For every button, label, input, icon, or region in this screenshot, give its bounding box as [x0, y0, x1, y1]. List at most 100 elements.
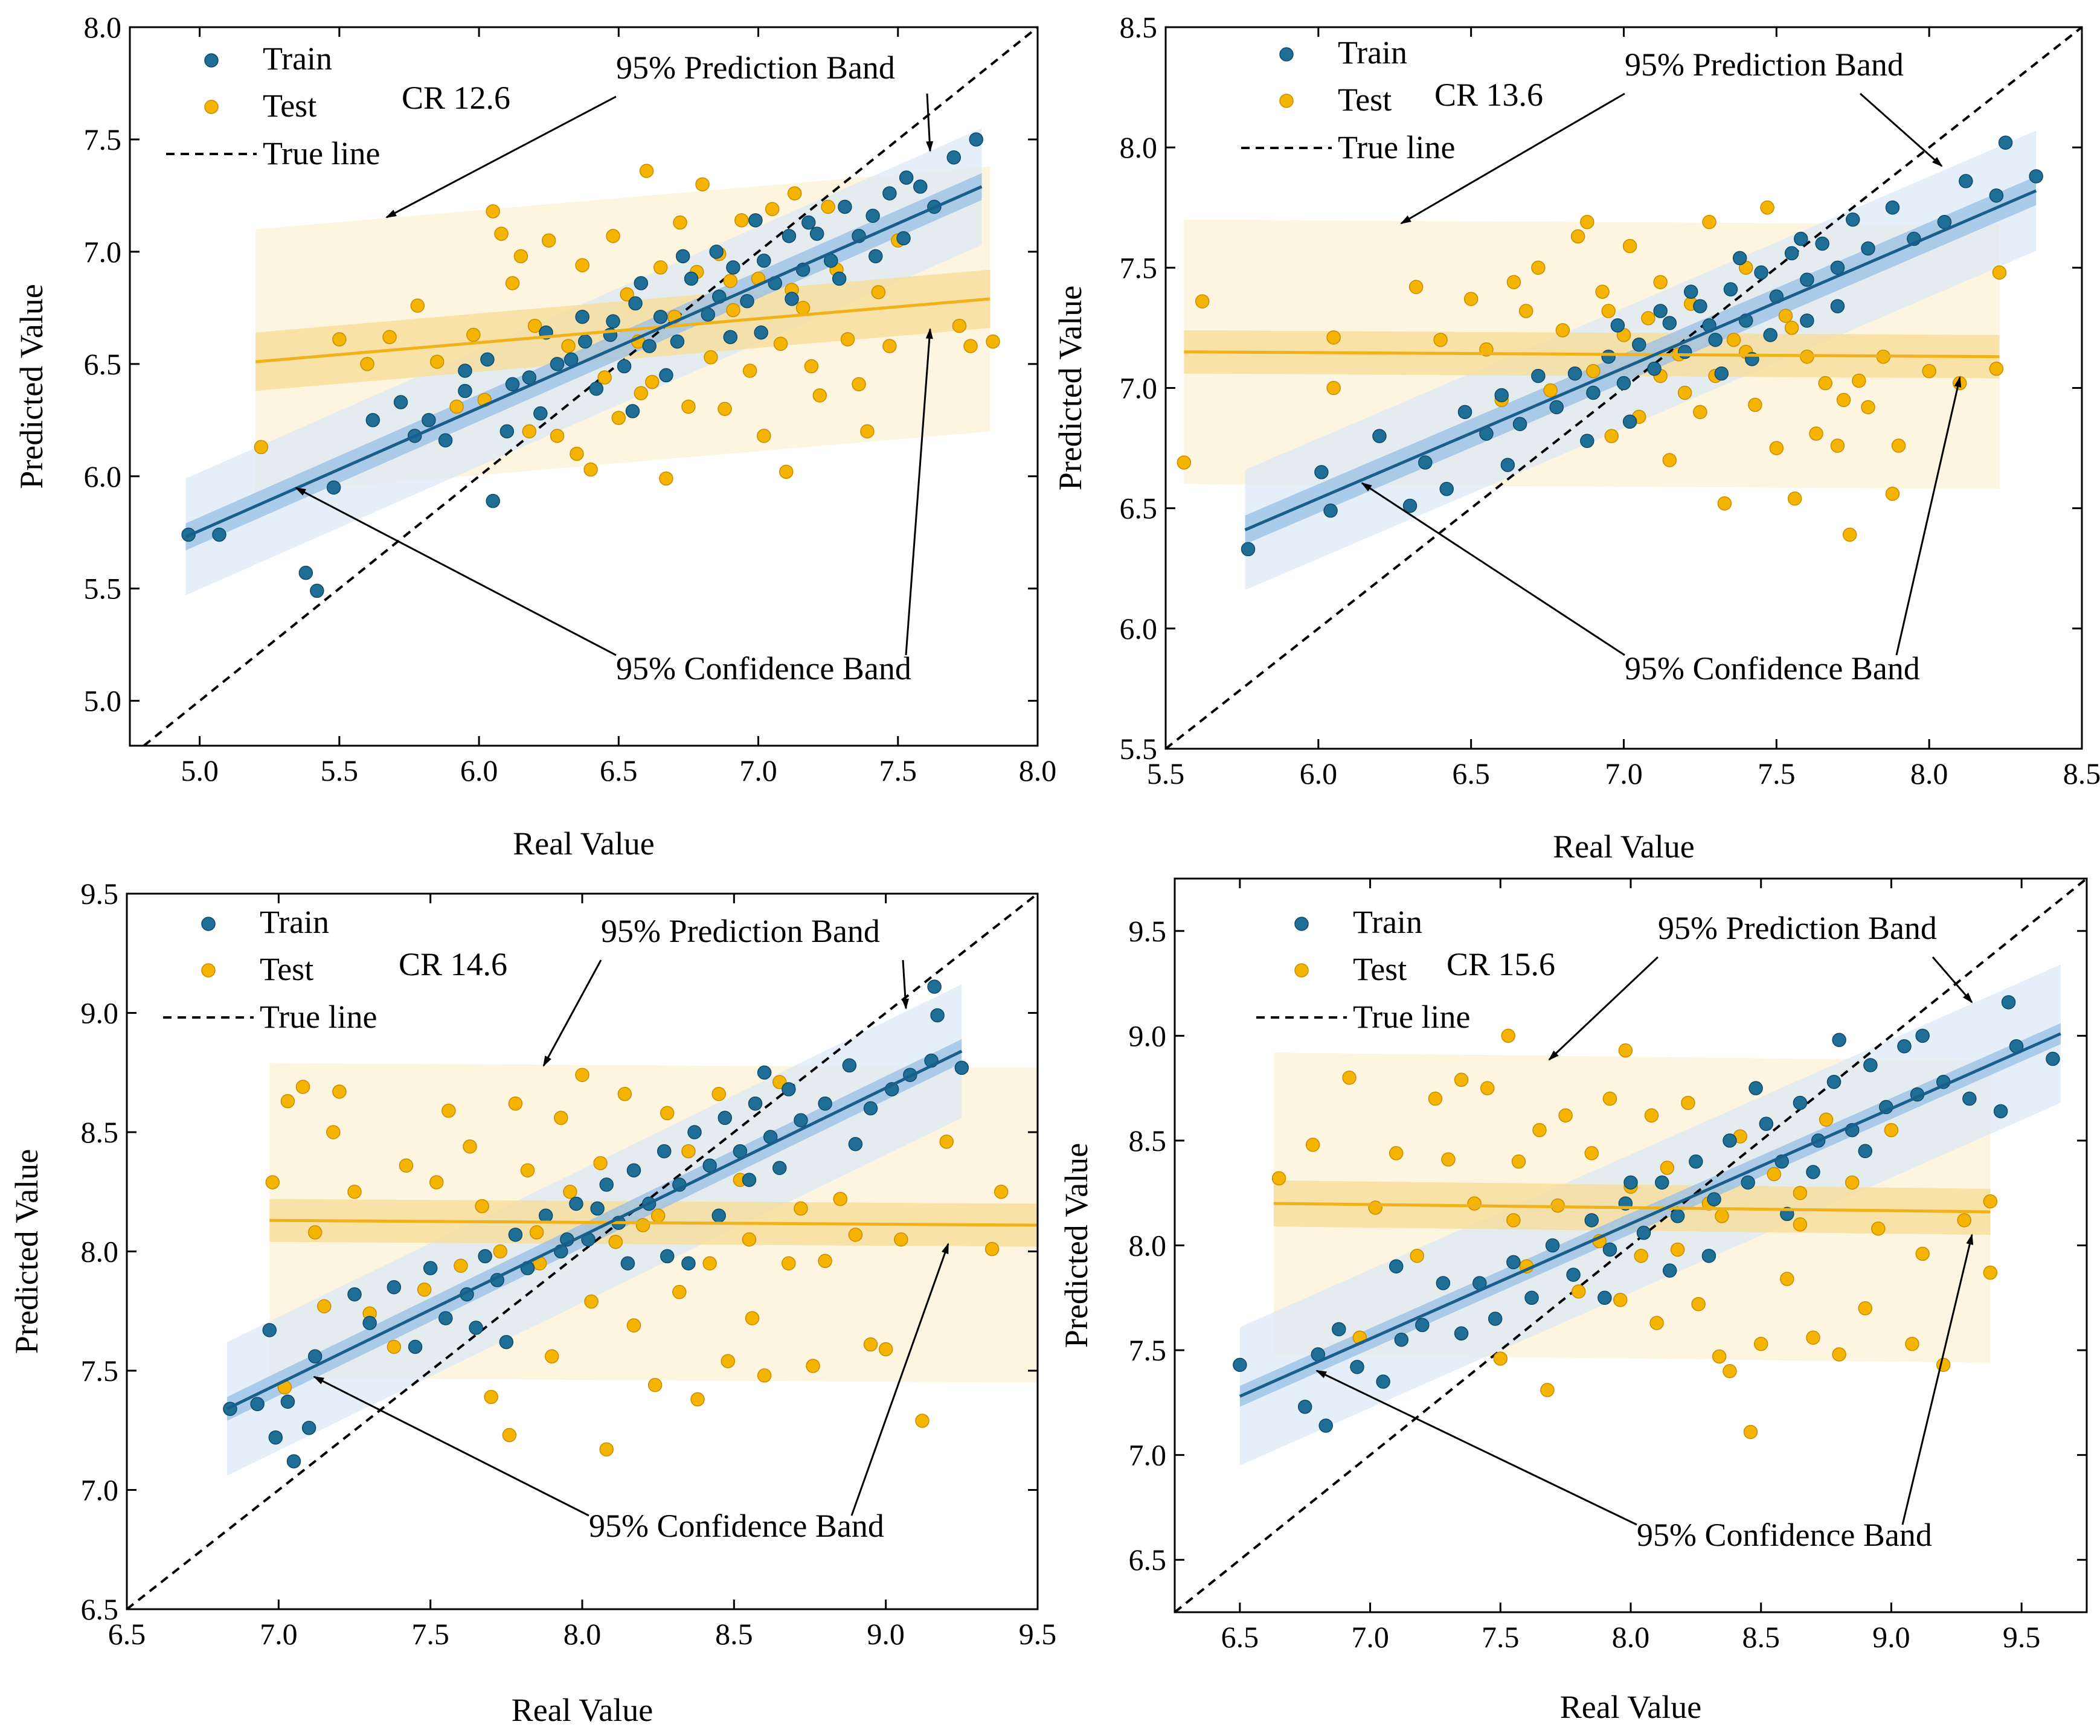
test-point: [1992, 265, 2007, 280]
train-point: [1759, 1116, 1774, 1131]
y-tick-label: 6.5: [81, 1592, 119, 1626]
test-point: [382, 330, 397, 344]
confidence-band-annotation: 95% Confidence Band: [1625, 650, 1920, 687]
confidence-band-arrow-right: [1895, 376, 1962, 656]
test-point: [486, 204, 500, 219]
train-point: [1580, 434, 1594, 448]
chart-panel-2: 5.5 6.0 6.5 7.0 7.5 8.0 8.5 5.5 6.0 6.5 7.0 7.5 8.0 8…: [1052, 10, 2100, 865]
train-point: [1683, 284, 1698, 299]
train-point: [280, 1394, 295, 1409]
y-tick-label: 7.0: [84, 235, 122, 269]
y-tick-label: 8.0: [81, 1235, 119, 1269]
x-tick-label: 7.0: [1605, 757, 1643, 790]
plot-area: [143, 27, 1038, 746]
train-point: [1689, 1154, 1703, 1169]
train-point: [1566, 1267, 1581, 1282]
train-point: [757, 254, 771, 268]
train-point: [1693, 299, 1707, 313]
train-point: [1794, 231, 1808, 246]
train-point: [387, 1280, 402, 1295]
train-point: [772, 1161, 787, 1175]
test-point: [1819, 1112, 1834, 1127]
train-point: [659, 368, 673, 383]
confidence-band-arrow-left: [1315, 1369, 1637, 1526]
train-point: [480, 352, 495, 367]
test-point: [742, 1232, 757, 1247]
train-point: [1531, 368, 1546, 383]
test-point: [1570, 229, 1585, 244]
train-point: [628, 296, 643, 311]
train-point: [250, 1397, 265, 1412]
test-point: [360, 357, 374, 371]
train-point: [660, 1249, 675, 1264]
train-point: [1998, 135, 2013, 150]
test-point: [1915, 1246, 1930, 1261]
y-axis-title: Predicted Value: [1052, 286, 1088, 490]
train-point: [1332, 1322, 1346, 1337]
train-point: [538, 1208, 553, 1223]
test-point: [986, 334, 1000, 349]
train-point: [569, 1196, 583, 1211]
test-point: [332, 332, 347, 347]
test-point: [871, 285, 886, 299]
train-point: [599, 1177, 614, 1192]
test-point: [718, 402, 732, 416]
test-point: [1662, 453, 1677, 467]
train-point: [1732, 251, 1747, 266]
test-point: [1693, 405, 1707, 420]
test-point: [326, 1125, 341, 1139]
test-point: [1501, 1028, 1515, 1043]
prediction-band-annotation: 95% Prediction Band: [1658, 910, 1937, 946]
prediction-band-arrow-right: [902, 959, 909, 1010]
train-point: [347, 1287, 362, 1302]
x-tick-label: 7.0: [739, 754, 777, 787]
test-point: [1715, 1209, 1729, 1223]
test-point: [1957, 1213, 1971, 1228]
confidence-band-arrow-left: [1361, 482, 1625, 656]
test-point: [1531, 260, 1546, 275]
train-point: [754, 325, 768, 340]
test-point: [963, 339, 978, 353]
train-point: [1439, 482, 1454, 496]
train-point: [1754, 265, 1768, 280]
test-point: [561, 339, 576, 353]
test-point: [1644, 1108, 1659, 1123]
train-point: [1748, 1081, 1763, 1095]
cr-label: CR 14.6: [399, 946, 507, 982]
train-point: [508, 1228, 523, 1242]
train-point: [1993, 1104, 2008, 1119]
train-point: [1610, 318, 1625, 333]
train-point: [726, 260, 740, 275]
confidence-band-arrow-left: [295, 487, 617, 656]
test-point: [520, 1163, 535, 1177]
plot-area: [127, 894, 1038, 1609]
test-point: [1368, 1200, 1382, 1215]
test-point: [1861, 400, 1875, 415]
test-point: [915, 1414, 930, 1428]
test-point: [1778, 309, 1793, 323]
x-tick-label: 6.5: [1452, 757, 1490, 790]
test-point: [347, 1185, 362, 1199]
train-point: [1372, 429, 1387, 443]
test-point: [1506, 1213, 1521, 1228]
train-point: [899, 170, 914, 185]
confidence-band-annotation: 95% Confidence Band: [589, 1508, 884, 1544]
test-point: [765, 202, 780, 216]
legend-test-label: Test: [263, 88, 316, 124]
test-point: [1717, 496, 1732, 511]
test-point: [660, 1106, 675, 1121]
train-point: [310, 583, 324, 598]
train-point: [1512, 417, 1527, 431]
test-point: [502, 1427, 517, 1443]
test-point: [882, 339, 897, 353]
test-point: [723, 274, 738, 288]
train-point: [1389, 1259, 1404, 1273]
train-point: [298, 565, 313, 580]
train-point: [1815, 236, 1829, 251]
test-point: [1326, 380, 1341, 396]
test-point: [1767, 1167, 1782, 1182]
train-point: [1793, 1095, 1808, 1110]
x-tick-label: 6.0: [1300, 757, 1338, 790]
test-point: [1511, 1154, 1526, 1169]
test-point: [795, 301, 811, 315]
